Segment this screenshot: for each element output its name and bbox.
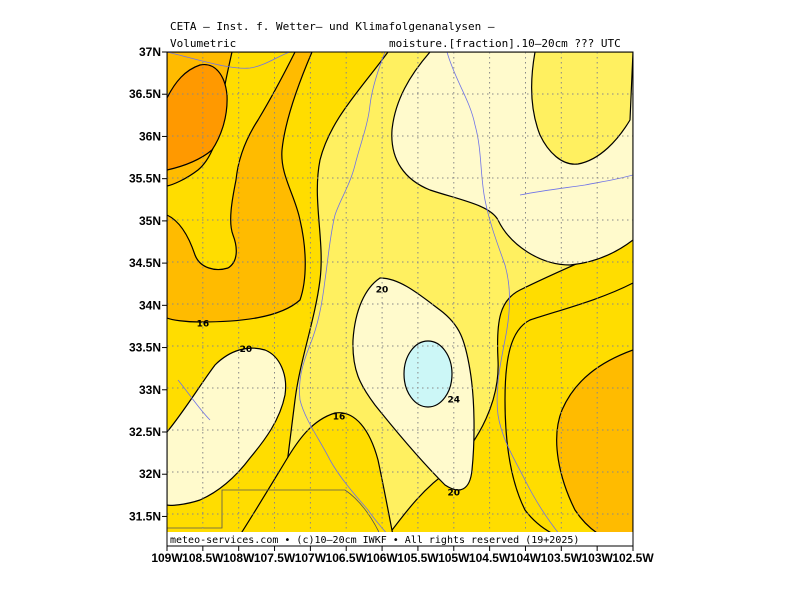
contour-fills: [167, 52, 633, 546]
variable-label: Volumetric: [170, 37, 237, 50]
x-tick-label: 104W: [510, 551, 542, 565]
x-tick-label: 107W: [295, 551, 327, 565]
y-tick-label: 32N: [139, 467, 161, 481]
x-tick-label: 105W: [438, 551, 470, 565]
y-tick-label: 33.5N: [129, 341, 161, 355]
x-tick-label: 103W: [581, 551, 613, 565]
fill-lt12-nw: [167, 64, 228, 171]
y-tick-label: 37N: [139, 45, 161, 59]
x-tick-label: 104.5W: [469, 551, 511, 565]
fill-16-20-south: [232, 412, 396, 546]
river-nw: [167, 52, 291, 69]
river-west: [177, 379, 211, 421]
x-tick-label: 102.5W: [612, 551, 654, 565]
map-title: CETA — Inst. f. Wetter— und Klimafolgena…: [170, 20, 495, 33]
y-tick-label: 32.5N: [129, 425, 161, 439]
x-tick-label: 106.5W: [326, 551, 368, 565]
x-tick-label: 105.5W: [397, 551, 439, 565]
x-tick-label: 108W: [223, 551, 255, 565]
contour-label: 16: [197, 319, 210, 329]
contour-label: 20: [376, 286, 389, 296]
y-tick-label: 36.5N: [129, 87, 161, 101]
variable-units: moisture.[fraction].10—20cm ??? UTC: [389, 37, 621, 50]
contour-label: 20: [240, 345, 253, 355]
contour-label: 20: [448, 488, 461, 498]
x-tick-label: 108.5W: [182, 551, 224, 565]
x-tick-label: 107.5W: [254, 551, 296, 565]
contour-labels: 20 16 20 16 24 20: [197, 286, 460, 499]
x-tick-label: 103.5W: [541, 551, 583, 565]
y-tick-label: 34N: [139, 298, 161, 312]
x-axis: 109W 108.5W 108W 107.5W 107W 106.5W 106W 105.5W…: [151, 546, 654, 565]
credit-text: meteo-services.com • (c)10—20cm IWKF • A…: [170, 535, 579, 546]
y-tick-label: 31.5N: [129, 509, 161, 523]
river-ne: [519, 174, 633, 196]
river-rio-grande: [299, 52, 396, 546]
y-tick-label: 35N: [139, 214, 161, 228]
y-tick-label: 34.5N: [129, 256, 161, 270]
y-axis: 31.5N 32N 32.5N 33N 33.5N 34N 34.5N 35N 35.5N 36N…: [129, 45, 167, 523]
plot-frame: [166, 51, 634, 547]
contour-label: 16: [333, 412, 346, 422]
x-tick-label: 109W: [151, 551, 183, 565]
fill-gt28: [403, 340, 453, 408]
x-tick-label: 106W: [366, 551, 398, 565]
fill-24-28-sw: [167, 347, 287, 506]
y-tick-label: 33N: [139, 383, 161, 397]
y-tick-label: 36N: [139, 129, 161, 143]
contour-label: 24: [448, 395, 461, 405]
y-tick-label: 35.5N: [129, 172, 161, 186]
credit-box: [167, 532, 633, 546]
